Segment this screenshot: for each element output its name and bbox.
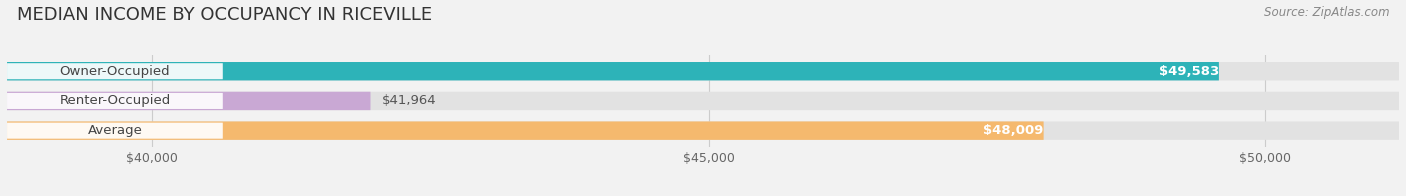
FancyBboxPatch shape [7,92,1399,110]
Text: $41,964: $41,964 [381,94,436,107]
FancyBboxPatch shape [7,122,1399,140]
FancyBboxPatch shape [7,63,222,79]
Text: Source: ZipAtlas.com: Source: ZipAtlas.com [1264,6,1389,19]
FancyBboxPatch shape [7,122,1043,140]
Text: $48,009: $48,009 [983,124,1043,137]
FancyBboxPatch shape [7,123,222,139]
FancyBboxPatch shape [7,62,1219,80]
Text: Renter-Occupied: Renter-Occupied [59,94,170,107]
Text: Owner-Occupied: Owner-Occupied [59,65,170,78]
FancyBboxPatch shape [7,92,371,110]
Text: $49,583: $49,583 [1159,65,1219,78]
FancyBboxPatch shape [7,62,1399,80]
Text: Average: Average [87,124,142,137]
Text: MEDIAN INCOME BY OCCUPANCY IN RICEVILLE: MEDIAN INCOME BY OCCUPANCY IN RICEVILLE [17,6,432,24]
FancyBboxPatch shape [7,93,222,109]
